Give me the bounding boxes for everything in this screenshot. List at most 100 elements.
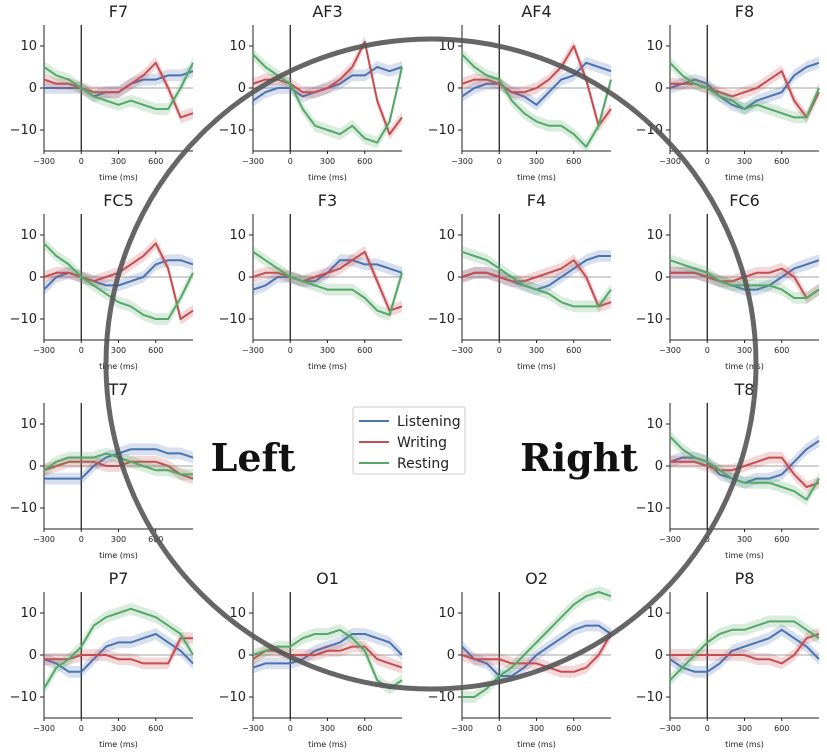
panel-af3: AF3 10 0 −10 −300 0 300 600 time (ms)	[219, 2, 403, 182]
x-tick-label: −300	[451, 724, 473, 733]
x-tick-label: −300	[659, 157, 681, 166]
series-band-resting	[253, 245, 402, 321]
y-tick-label: 0	[655, 270, 663, 285]
x-tick-label: −300	[659, 724, 681, 733]
x-tick-label: 0	[705, 724, 710, 733]
series-band-resting	[462, 586, 611, 703]
y-tick-label: 10	[20, 606, 37, 621]
y-tick-label: −10	[428, 690, 455, 705]
series-line-resting	[43, 62, 194, 110]
x-tick-label: 0	[79, 157, 84, 166]
x-tick-label: 0	[79, 346, 84, 355]
x-axis-label: time (ms)	[725, 362, 764, 371]
y-tick-label: −10	[219, 690, 246, 705]
y-tick-label: −10	[10, 501, 37, 516]
x-tick-label: 600	[566, 724, 581, 733]
x-tick-label: −300	[242, 346, 264, 355]
x-tick-label: 0	[288, 346, 293, 355]
series-line-listening	[43, 633, 194, 673]
series-line-writing	[43, 61, 194, 119]
x-tick-label: −300	[659, 535, 681, 544]
x-axis-label: time (ms)	[308, 362, 347, 371]
y-tick-label: −10	[636, 501, 663, 516]
series-line-resting	[43, 607, 194, 690]
x-axis-label: time (ms)	[99, 740, 138, 749]
series-band-listening	[462, 619, 611, 682]
x-tick-label: −300	[242, 157, 264, 166]
x-tick-label: 600	[566, 157, 581, 166]
x-tick-label: −300	[33, 724, 55, 733]
x-tick-label: −300	[33, 535, 55, 544]
panel-title-fc6: FC6	[729, 191, 760, 210]
series-band-resting	[253, 623, 402, 695]
x-tick-label: 0	[79, 535, 84, 544]
y-tick-label: 0	[655, 81, 663, 96]
panel-p8: P8 10 0 −10 −300 0 300 600 time (ms)	[636, 569, 820, 749]
series-line-listening	[461, 61, 612, 106]
series-band-writing	[44, 56, 193, 124]
x-tick-label: −300	[33, 157, 55, 166]
left-hemisphere-label: Left	[211, 435, 296, 480]
x-tick-label: 0	[705, 157, 710, 166]
y-tick-label: 10	[438, 606, 455, 621]
series-line-writing	[461, 633, 612, 673]
panel-p7: P7 10 0 −10 −300 0 300 600 time (ms)	[10, 569, 194, 749]
x-tick-label: −300	[242, 724, 264, 733]
x-tick-label: 300	[111, 724, 126, 733]
series-band-resting	[44, 237, 193, 325]
series-line-listening	[461, 624, 612, 677]
series-line-resting	[461, 53, 612, 148]
x-axis-label: time (ms)	[725, 551, 764, 560]
x-axis-label: time (ms)	[725, 740, 764, 749]
panel-o1: O1 10 0 −10 −300 0 300 600 time (ms)	[219, 569, 403, 749]
x-axis-label: time (ms)	[517, 362, 556, 371]
series-band-listening	[462, 250, 611, 296]
panel-f4: F4 10 0 −10 −300 0 300 600 time (ms)	[428, 191, 612, 371]
x-tick-label: 600	[357, 724, 372, 733]
series-band-writing	[462, 40, 611, 132]
panel-title-f7: F7	[109, 2, 128, 21]
panel-fc6: FC6 10 0 −10 −300 0 300 600 time (ms)	[636, 191, 820, 371]
panel-title-t7: T7	[108, 380, 129, 399]
y-tick-label: 0	[29, 270, 37, 285]
x-tick-label: 600	[774, 157, 789, 166]
panel-af4: AF4 10 0 −10 −300 0 300 600 time (ms)	[428, 2, 612, 182]
series-line-resting	[669, 435, 820, 501]
series-band-resting	[253, 48, 402, 149]
y-tick-label: 0	[655, 648, 663, 663]
x-tick-label: −300	[33, 346, 55, 355]
x-tick-label: 600	[357, 157, 372, 166]
x-axis-label: time (ms)	[517, 740, 556, 749]
panel-title-p7: P7	[109, 569, 129, 588]
x-tick-label: 300	[320, 724, 335, 733]
series-band-writing	[462, 628, 611, 678]
series-band-writing	[44, 632, 193, 670]
y-tick-label: 10	[229, 39, 246, 54]
series-band-listening	[44, 628, 193, 678]
y-tick-label: 10	[438, 39, 455, 54]
series-band-resting	[44, 447, 193, 481]
series-band-listening	[670, 623, 819, 678]
x-tick-label: 600	[774, 346, 789, 355]
x-axis-label: time (ms)	[99, 551, 138, 560]
x-axis-label: time (ms)	[99, 362, 138, 371]
x-tick-label: 300	[320, 346, 335, 355]
y-tick-label: 10	[438, 228, 455, 243]
y-tick-label: 10	[20, 417, 37, 432]
x-tick-label: 0	[497, 724, 502, 733]
series-line-writing	[461, 259, 612, 308]
y-tick-label: 10	[646, 606, 663, 621]
y-tick-label: 10	[20, 39, 37, 54]
series-line-resting	[462, 591, 612, 698]
series-line-resting	[669, 620, 820, 681]
series-band-resting	[670, 254, 819, 304]
panel-title-p8: P8	[735, 569, 755, 588]
series-line-resting	[252, 250, 403, 316]
x-axis-label: time (ms)	[99, 173, 138, 182]
x-tick-label: 0	[79, 724, 84, 733]
panel-title-fc5: FC5	[103, 191, 134, 210]
x-tick-label: 0	[497, 346, 502, 355]
